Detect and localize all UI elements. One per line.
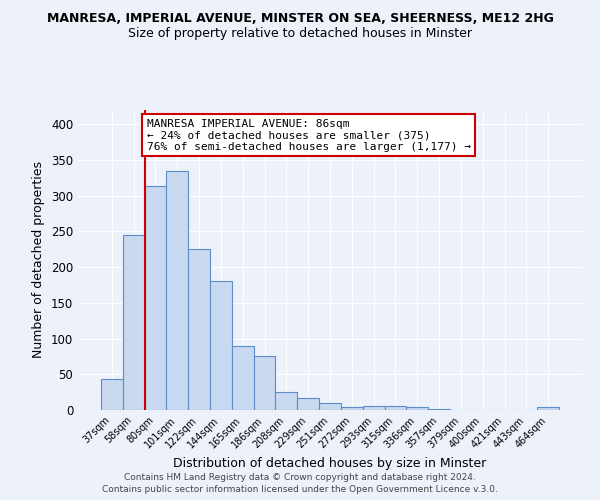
Text: MANRESA IMPERIAL AVENUE: 86sqm
← 24% of detached houses are smaller (375)
76% of: MANRESA IMPERIAL AVENUE: 86sqm ← 24% of … <box>147 118 471 152</box>
Bar <box>101 380 123 410</box>
Bar <box>428 408 450 410</box>
Bar <box>188 250 210 410</box>
Bar <box>363 406 385 410</box>
Bar <box>145 186 166 410</box>
Bar <box>275 392 297 410</box>
Text: Contains HM Land Registry data © Crown copyright and database right 2024.: Contains HM Land Registry data © Crown c… <box>124 472 476 482</box>
Bar <box>210 282 232 410</box>
Bar <box>385 406 406 410</box>
Bar <box>297 398 319 410</box>
Bar <box>123 235 145 410</box>
Text: Contains public sector information licensed under the Open Government Licence v.: Contains public sector information licen… <box>102 485 498 494</box>
Bar <box>166 170 188 410</box>
Text: Size of property relative to detached houses in Minster: Size of property relative to detached ho… <box>128 28 472 40</box>
Text: MANRESA, IMPERIAL AVENUE, MINSTER ON SEA, SHEERNESS, ME12 2HG: MANRESA, IMPERIAL AVENUE, MINSTER ON SEA… <box>47 12 553 26</box>
Y-axis label: Number of detached properties: Number of detached properties <box>32 162 46 358</box>
Bar <box>319 403 341 410</box>
Bar <box>406 407 428 410</box>
X-axis label: Distribution of detached houses by size in Minster: Distribution of detached houses by size … <box>173 457 487 470</box>
Bar <box>232 346 254 410</box>
Bar <box>341 407 363 410</box>
Bar <box>537 407 559 410</box>
Bar <box>254 356 275 410</box>
